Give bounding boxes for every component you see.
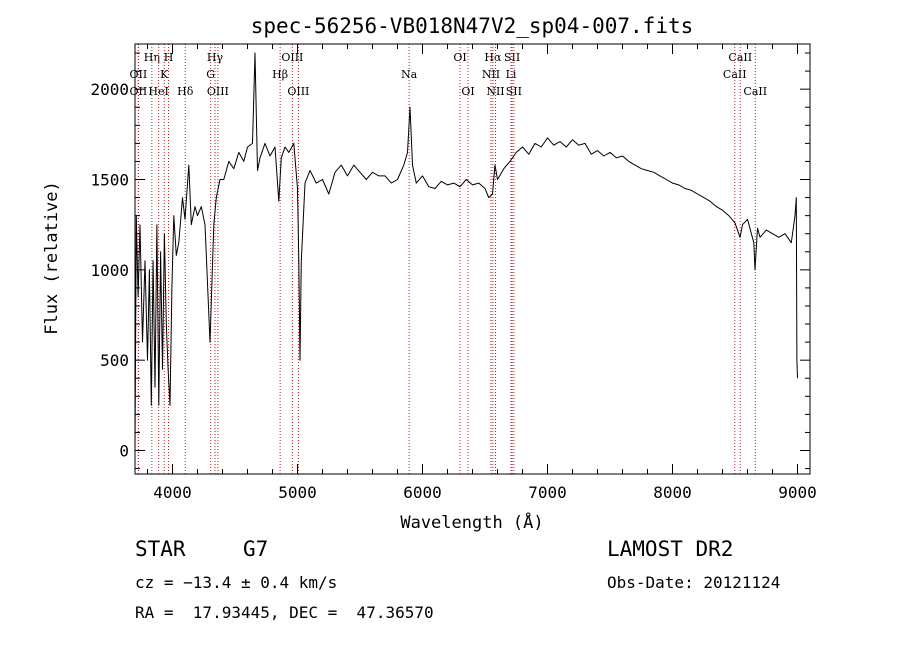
spectrum-series — [134, 52, 798, 451]
observation-date: Obs-Date: 20121124 — [607, 573, 781, 592]
line-marker-label: G — [206, 68, 215, 81]
line-marker-label: Hα — [484, 51, 502, 64]
line-marker-label: NII — [482, 68, 500, 81]
x-axis-label: Wavelength (Å) — [400, 511, 543, 533]
x-tick-label: 6000 — [403, 483, 442, 502]
chart-title: spec-56256-VB018N47V2_sp04-007.fits — [251, 14, 694, 38]
plot-frame — [134, 43, 811, 475]
line-marker-label: OI — [453, 51, 466, 64]
line-marker-label: Hη — [144, 51, 160, 64]
line-marker-label: NII — [486, 85, 504, 98]
line-marker-label: H — [164, 51, 174, 64]
object-subclass: G7 — [243, 537, 269, 561]
y-tick-label: 0 — [119, 442, 129, 461]
coordinates: RA = 17.93445, DEC = 47.36570 — [135, 603, 434, 622]
line-marker-label: Li — [506, 68, 517, 81]
y-axis-ticks: 0 500 1000 1500 2000 — [90, 52, 810, 470]
y-tick-label: 1000 — [90, 261, 129, 280]
y-axis-label: Flux (relative) — [42, 181, 62, 335]
redshift-value: cz = −13.4 ± 0.4 km/s — [135, 573, 338, 592]
spectrum-line — [134, 52, 798, 451]
line-marker-label: Hβ — [272, 68, 288, 81]
x-tick-label: 9000 — [778, 483, 817, 502]
line-marker-label: CaII — [728, 51, 752, 64]
y-tick-label: 500 — [100, 351, 129, 370]
line-marker-label: SII — [504, 51, 520, 64]
spectral-line-markers: OIIOIIHηHeIKHHδHγGOIIIOIIIHβOIIINaOIOIHα… — [130, 44, 767, 474]
x-tick-label: 8000 — [653, 483, 692, 502]
line-marker-label: OI — [461, 85, 474, 98]
object-class: STAR — [135, 537, 186, 561]
line-marker-label: SII — [506, 85, 522, 98]
line-marker-label: OII — [130, 85, 148, 98]
line-marker-label: Na — [401, 68, 418, 81]
x-tick-label: 7000 — [528, 483, 567, 502]
line-marker-label: Hγ — [207, 51, 224, 64]
line-marker-label: HeI — [148, 85, 168, 98]
y-tick-label: 2000 — [90, 80, 129, 99]
survey-name: LAMOST DR2 — [607, 537, 734, 561]
y-tick-label: 1500 — [90, 171, 129, 190]
line-marker-label: Hδ — [177, 85, 194, 98]
line-marker-label: CaII — [723, 68, 747, 81]
line-marker-label: OIII — [207, 85, 229, 98]
line-marker-label: OIII — [287, 85, 309, 98]
x-tick-label: 5000 — [278, 483, 317, 502]
line-marker-label: K — [160, 68, 169, 81]
x-axis-ticks: 4000 5000 6000 7000 8000 9000 — [147, 44, 817, 502]
x-tick-label: 4000 — [153, 483, 192, 502]
line-marker-label: OIII — [281, 51, 303, 64]
line-marker-label: CaII — [743, 85, 767, 98]
